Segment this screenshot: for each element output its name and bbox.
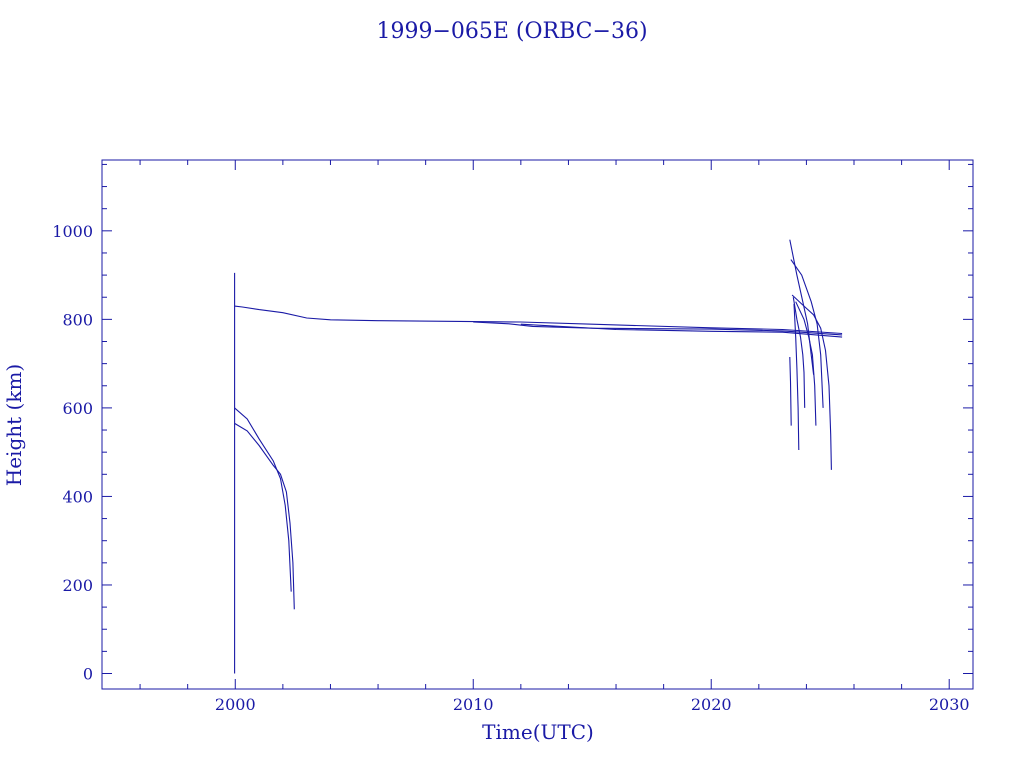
series-line xyxy=(789,239,815,375)
series-line xyxy=(793,303,800,451)
series-line xyxy=(792,297,806,408)
y-tick-label: 800 xyxy=(62,310,93,329)
axis-ticks: 2000 2010 2020 2030 0 200 400 600 800 1000 xyxy=(52,160,973,714)
series-line xyxy=(234,422,295,610)
y-axis-label: Height (km) xyxy=(2,364,26,486)
series-line xyxy=(790,259,824,408)
x-tick-label: 2030 xyxy=(929,695,970,714)
y-tick-label: 0 xyxy=(83,665,93,684)
x-tick-label: 2020 xyxy=(691,695,732,714)
x-axis-label: Time(UTC) xyxy=(482,720,594,744)
x-tick-label: 2000 xyxy=(215,695,256,714)
y-tick-label: 1000 xyxy=(52,222,93,241)
chart-title: 1999−065E (ORBC−36) xyxy=(376,19,647,44)
plot-frame xyxy=(101,159,974,690)
y-tick-label: 400 xyxy=(62,487,93,506)
series-line xyxy=(795,301,817,426)
y-tick-label: 600 xyxy=(62,399,93,418)
series-line xyxy=(520,323,843,338)
series-line xyxy=(789,356,792,426)
y-tick-label: 200 xyxy=(62,576,93,595)
series-line xyxy=(234,305,843,335)
series-line xyxy=(234,407,292,592)
series-line xyxy=(791,294,832,470)
data-series xyxy=(234,239,843,674)
x-tick-label: 2010 xyxy=(453,695,494,714)
